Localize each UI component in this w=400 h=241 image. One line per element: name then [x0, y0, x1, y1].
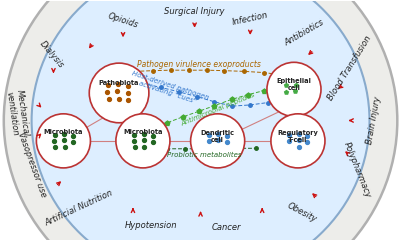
Text: Opioids: Opioids	[107, 12, 140, 30]
Ellipse shape	[36, 114, 90, 168]
Ellipse shape	[271, 114, 325, 168]
Ellipse shape	[89, 63, 149, 123]
Text: Brain Injury: Brain Injury	[365, 96, 382, 145]
Ellipse shape	[116, 114, 170, 168]
Text: Microbiota: Microbiota	[44, 129, 83, 135]
Ellipse shape	[4, 0, 397, 241]
Text: Blood Transfusion: Blood Transfusion	[326, 34, 373, 102]
Ellipse shape	[191, 114, 245, 168]
Text: Hypotension: Hypotension	[125, 221, 177, 230]
Text: Vasopressor use: Vasopressor use	[16, 131, 48, 199]
Text: Infection: Infection	[232, 10, 269, 27]
Text: Dendritic
cell: Dendritic cell	[201, 130, 235, 143]
Text: Pathobiota: Pathobiota	[99, 80, 139, 86]
Ellipse shape	[32, 0, 370, 241]
Text: Antimicrobial peptides: Antimicrobial peptides	[180, 91, 256, 127]
Text: Microbiota: Microbiota	[123, 129, 163, 135]
Text: Epithelial
cell: Epithelial cell	[276, 78, 312, 91]
Text: Dialysis: Dialysis	[38, 39, 65, 70]
Text: Probiotic metabolites: Probiotic metabolites	[167, 152, 242, 158]
Text: Surgical Injury: Surgical Injury	[164, 7, 225, 16]
Text: Mechanical
ventilation: Mechanical ventilation	[4, 89, 30, 138]
Text: Cancer: Cancer	[212, 223, 241, 232]
Text: Artificial Nutrition: Artificial Nutrition	[44, 188, 115, 228]
Text: Obesity: Obesity	[286, 201, 318, 224]
Text: Regulatory
T-cell: Regulatory T-cell	[278, 130, 318, 143]
Text: Polypharmacy: Polypharmacy	[342, 140, 373, 199]
Text: Antibiotics: Antibiotics	[282, 18, 325, 48]
Text: Pathogen virulence exoproducts: Pathogen virulence exoproducts	[137, 60, 260, 69]
Text: Host-derived pathogen
activating "cues": Host-derived pathogen activating "cues"	[128, 71, 209, 108]
Ellipse shape	[267, 62, 321, 116]
